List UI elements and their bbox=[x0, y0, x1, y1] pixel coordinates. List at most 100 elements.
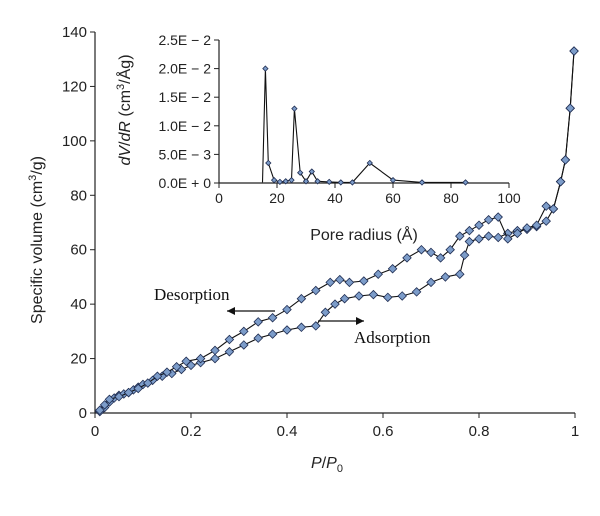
inset-y-tick-label: 2.5E − 2 bbox=[158, 32, 211, 48]
adsorption-label: Adsorption bbox=[354, 328, 431, 347]
adsorption-point bbox=[411, 287, 422, 297]
y-tick-label: 80 bbox=[70, 187, 87, 204]
desorption-line bbox=[99, 51, 575, 411]
desorption-point bbox=[416, 244, 427, 255]
y-tick-label: 100 bbox=[62, 133, 87, 150]
adsorption-point bbox=[282, 325, 292, 335]
desorption-arrow bbox=[227, 307, 275, 315]
desorption-point bbox=[171, 361, 182, 372]
desorption-point bbox=[464, 225, 475, 236]
desorption-point bbox=[99, 400, 110, 410]
inset-x-tick-label: 20 bbox=[269, 190, 285, 206]
inset-y-tick-label: 1.0E − 2 bbox=[158, 118, 211, 134]
desorption-point bbox=[402, 253, 412, 263]
inset-series-0-point bbox=[288, 176, 295, 184]
desorption-point bbox=[335, 274, 345, 285]
adsorption-point bbox=[354, 291, 364, 301]
y-tick-label: 0 bbox=[79, 405, 87, 422]
desorption-point bbox=[435, 253, 446, 263]
desorption-point bbox=[123, 387, 134, 398]
desorption-point bbox=[224, 334, 235, 345]
desorption-point bbox=[104, 394, 115, 405]
desorption-point bbox=[548, 204, 559, 214]
adsorption-point bbox=[253, 333, 263, 343]
inset-series bbox=[261, 65, 469, 186]
desorption-point bbox=[239, 326, 249, 337]
adsorption-point bbox=[474, 234, 484, 244]
inset-x-tick-label: 60 bbox=[385, 190, 401, 206]
desorption-point bbox=[373, 269, 383, 279]
inset-y-tick-label: 0.0E + 0 bbox=[158, 175, 211, 191]
y-tick-label: 40 bbox=[70, 296, 87, 313]
desorption-point bbox=[503, 234, 513, 244]
inset-series-0-point bbox=[314, 178, 321, 185]
inset-x-tick-label: 40 bbox=[327, 190, 343, 206]
desorption-point bbox=[195, 353, 206, 364]
adsorption-point bbox=[239, 340, 249, 350]
desorption-point bbox=[359, 276, 369, 286]
inset-x-tick-label: 0 bbox=[215, 190, 223, 206]
x-tick-label: 0.2 bbox=[181, 423, 202, 440]
y-axis-title: Specific volume (cm3/g) bbox=[27, 156, 46, 324]
desorption-point bbox=[152, 371, 163, 382]
desorption-point bbox=[569, 46, 579, 56]
desorption-point bbox=[325, 277, 335, 288]
inset-series-0-point bbox=[262, 65, 269, 72]
inset-series-0-point bbox=[291, 105, 298, 112]
inset-series-0-point bbox=[326, 178, 333, 186]
adsorption-point bbox=[459, 250, 470, 260]
main-tick-labels: 0 0.2 0.4 0.6 0.8 1 0 20 40 60 80 100 120 140 bbox=[62, 24, 579, 440]
adsorption-point bbox=[296, 322, 307, 333]
desorption-point bbox=[143, 378, 153, 388]
adsorption-point bbox=[464, 236, 475, 247]
desorption-point bbox=[483, 215, 494, 225]
y-tick-label: 20 bbox=[70, 351, 87, 368]
adsorption-point bbox=[320, 307, 331, 318]
desorption-point bbox=[455, 231, 465, 241]
inset-axes bbox=[214, 39, 510, 188]
main-axes bbox=[90, 31, 576, 418]
desorption-point bbox=[493, 212, 503, 222]
inset-x-axis-title: Pore radius (Å) bbox=[310, 225, 418, 244]
x-tick-label: 0.4 bbox=[277, 423, 298, 440]
y-tick-label: 140 bbox=[62, 24, 87, 41]
desorption-point bbox=[474, 220, 484, 230]
desorption-point bbox=[95, 405, 105, 416]
adsorption-point bbox=[483, 231, 494, 241]
adsorption-arrow bbox=[318, 317, 364, 325]
desorption-point bbox=[522, 223, 532, 233]
inset-series-0-point bbox=[282, 178, 289, 185]
desorption-point bbox=[344, 277, 355, 288]
y-tick-label: 60 bbox=[70, 242, 87, 259]
adsorption-point bbox=[339, 293, 350, 304]
desorption-point bbox=[210, 345, 220, 356]
inset-background bbox=[212, 30, 514, 190]
inset-y-tick-label: 2.0E − 2 bbox=[158, 61, 211, 77]
inset-tick-labels: 0 20 40 60 80 100 0.0E + 0 5.0E − 3 1.0E − 2 1.5E… bbox=[158, 32, 520, 206]
desorption-point bbox=[560, 155, 571, 165]
inset-series-0-point bbox=[270, 176, 278, 184]
adsorption-point bbox=[455, 269, 465, 279]
desorption-point bbox=[512, 228, 523, 239]
x-tick-label: 0.6 bbox=[373, 423, 394, 440]
desorption-point bbox=[133, 383, 143, 394]
inset-y-axis-title: dV/dR (cm3/Åg) bbox=[115, 54, 134, 165]
main-series bbox=[95, 46, 579, 417]
x-tick-label: 1 bbox=[571, 423, 579, 440]
desorption-point bbox=[162, 367, 172, 377]
adsorption-point bbox=[267, 329, 278, 339]
adsorption-point bbox=[330, 299, 340, 309]
adsorption-point bbox=[368, 289, 379, 300]
inset-series-0-point bbox=[308, 168, 315, 175]
inset-series-0-point bbox=[265, 159, 272, 167]
adsorption-point bbox=[224, 347, 235, 357]
adsorption-point bbox=[493, 232, 503, 243]
desorption-point bbox=[181, 356, 191, 367]
inset-x-tick-label: 100 bbox=[497, 190, 521, 206]
desorption-point bbox=[387, 263, 398, 274]
adsorption-point bbox=[210, 353, 220, 364]
adsorption-point bbox=[311, 321, 321, 331]
inset-series-0-point bbox=[276, 178, 284, 186]
desorption-point bbox=[282, 304, 292, 315]
y-tick-label: 120 bbox=[62, 78, 87, 95]
